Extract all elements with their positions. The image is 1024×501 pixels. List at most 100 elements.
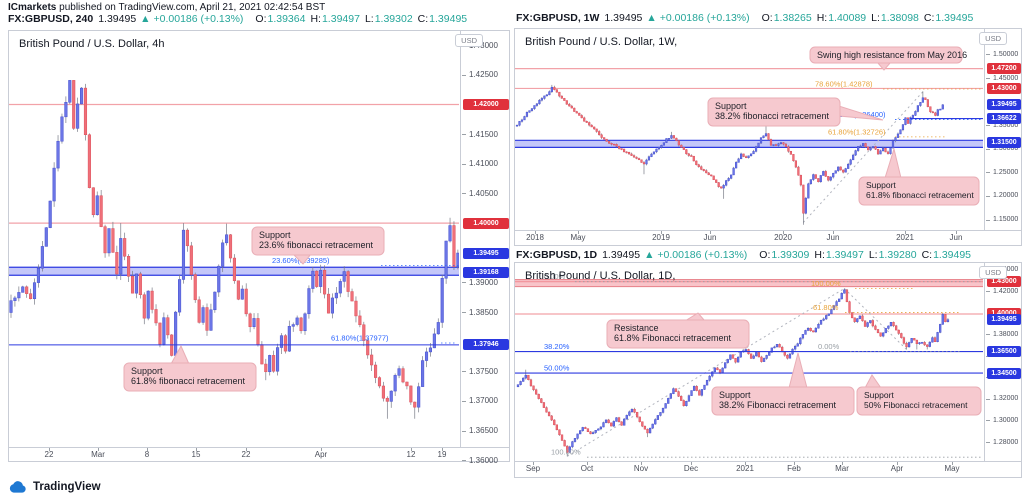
- svg-text:Swing high resistance from May: Swing high resistance from May 2016: [817, 50, 967, 60]
- symbol-interval: FX:GBPUSD, 1W: [516, 12, 600, 24]
- price-label-blue: 1.36500: [987, 346, 1021, 358]
- fib-level-label: 100.00%: [551, 448, 581, 457]
- price-tick: 1.30000: [985, 417, 1018, 424]
- currency-badge[interactable]: USD: [455, 34, 483, 47]
- time-tick-mark: [196, 448, 197, 451]
- price-axis[interactable]: 1.440001.420001.380001.360001.340001.320…: [984, 263, 1022, 461]
- price-tick: 1.45000: [985, 75, 1018, 82]
- chart-plot-area[interactable]: 0.00% 100.00% 61.80% 38.20% 50.00% 0.00% 100.0…: [515, 263, 983, 461]
- last-price: 1.39495: [98, 13, 137, 25]
- support-zone-band[interactable]: [515, 139, 983, 148]
- time-tick: 2021: [736, 464, 754, 473]
- annotation-callout[interactable]: Swing high resistance from May 2016: [809, 46, 967, 71]
- price-label-blue: 1.31500: [987, 137, 1021, 149]
- close-value: 1.39495: [429, 13, 468, 25]
- publish-info: ICmarkets published on TradingView.com, …: [8, 2, 325, 13]
- time-tick: Mar: [91, 450, 105, 459]
- svg-text:Support: Support: [719, 390, 751, 400]
- time-tick-mark: [533, 462, 534, 465]
- price-tick: 1.15000: [985, 216, 1018, 223]
- price-tick: 1.39000: [461, 278, 498, 287]
- time-axis[interactable]: 2018 May 2019 Jun 2020 Jun 2021 Jun: [515, 230, 1021, 245]
- open-value: 1.38265: [773, 12, 812, 24]
- brand-name: TradingView: [33, 481, 101, 493]
- time-tick-mark: [535, 231, 536, 234]
- time-tick-mark: [587, 462, 588, 465]
- tradingview-brand[interactable]: TradingView: [8, 480, 101, 494]
- svg-text:61.8% fibonacci retracement: 61.8% fibonacci retracement: [866, 190, 974, 200]
- chart-legend-4h[interactable]: FX:GBPUSD, 240 1.39495 ▲ +0.00186 (+0.13%)…: [8, 13, 468, 25]
- time-tick: Feb: [787, 464, 801, 473]
- time-tick: Mar: [835, 464, 849, 473]
- time-tick-mark: [641, 462, 642, 465]
- chart-plot-area[interactable]: 78.60%(1.42878)38.20%(1.36400)61.80%(1.3…: [515, 29, 983, 230]
- time-axis[interactable]: Sep Oct Nov Dec 2021 Feb Mar Apr May: [515, 461, 1021, 477]
- time-tick-mark: [897, 462, 898, 465]
- price-label-blue: 1.39168: [463, 266, 509, 278]
- chart-panel-1w[interactable]: British Pound / U.S. Dollar, 1W, USD 78.…: [514, 28, 1022, 246]
- chart-panel-4h[interactable]: British Pound / U.S. Dollar, 4h USD 23.6…: [8, 30, 510, 465]
- open-value: 1.39364: [267, 13, 306, 25]
- time-tick: 2019: [652, 233, 670, 242]
- time-tick: 12: [406, 450, 416, 459]
- fib-level-label: 61.80%: [813, 303, 839, 312]
- price-axis[interactable]: 1.50000 1.45000 1.35000 1.30000 1.25000 1.200…: [984, 29, 1022, 230]
- price-label-blue: 1.37946: [463, 339, 509, 351]
- fib-level-label: 38.20%: [544, 342, 570, 351]
- chart-legend-1d[interactable]: FX:GBPUSD, 1D 1.39495 ▲ +0.00186 (+0.13%) O…: [516, 249, 972, 261]
- price-tick: 1.35000: [985, 122, 1018, 129]
- time-tick-mark: [442, 448, 443, 451]
- time-tick-mark: [783, 231, 784, 234]
- time-tick: 22: [241, 450, 251, 459]
- currency-badge[interactable]: USD: [979, 32, 1007, 45]
- price-tick: 1.38000: [985, 331, 1018, 338]
- chart-title: British Pound / U.S. Dollar, 1D,: [525, 270, 676, 282]
- low-value: 1.39302: [374, 13, 413, 25]
- time-tick: Apr: [890, 464, 904, 473]
- price-tick: 1.36500: [461, 426, 498, 435]
- time-tick-mark: [246, 448, 247, 451]
- price-axis[interactable]: 1.43000 1.42500 1.41500 1.41000 1.40500 1.390…: [460, 31, 510, 465]
- svg-text:38.2% Fibonacci retracement: 38.2% Fibonacci retracement: [719, 400, 837, 410]
- svg-text:Support: Support: [131, 366, 163, 376]
- resistance-zone-band[interactable]: [515, 278, 983, 288]
- time-tick-mark: [321, 448, 322, 451]
- time-tick-mark: [905, 231, 906, 234]
- time-tick: 8: [144, 450, 150, 459]
- candlestick-series: [516, 288, 950, 457]
- svg-text:Support: Support: [259, 230, 291, 240]
- publisher-name: ICmarkets: [8, 2, 57, 13]
- candlestick-series: [515, 84, 944, 225]
- time-tick-mark: [661, 231, 662, 234]
- time-tick: 19: [437, 450, 447, 459]
- time-tick: Sep: [525, 464, 541, 473]
- time-axis[interactable]: 22 Mar 8 15 22 Apr 12 19: [9, 447, 509, 461]
- currency-badge[interactable]: USD: [979, 266, 1007, 279]
- time-tick: Apr: [314, 450, 328, 459]
- fib-trendline: [566, 288, 845, 457]
- time-tick-mark: [691, 462, 692, 465]
- open-value: 1.39309: [771, 249, 810, 261]
- price-tick: 1.20000: [985, 192, 1018, 199]
- time-tick: Nov: [633, 464, 649, 473]
- low-value: 1.39280: [878, 249, 917, 261]
- chart-panel-1d[interactable]: British Pound / U.S. Dollar, 1D, USD 0.0…: [514, 262, 1022, 478]
- fib-level-label: 100.00%: [811, 279, 841, 288]
- chart-legend-1w[interactable]: FX:GBPUSD, 1W 1.39495 ▲ +0.00186 (+0.13%) O…: [516, 12, 974, 24]
- svg-text:Support: Support: [864, 390, 894, 400]
- time-tick-mark: [833, 231, 834, 234]
- svg-text:61.8% fibonacci retracement: 61.8% fibonacci retracement: [131, 376, 246, 386]
- time-tick: Dec: [683, 464, 699, 473]
- time-tick-mark: [956, 231, 957, 234]
- fib-level-label: 0.00%: [544, 272, 566, 281]
- price-tick: 1.38500: [461, 308, 498, 317]
- time-tick-mark: [710, 231, 711, 234]
- chart-plot-area[interactable]: 23.60%(1.39285)61.80%(1.37977)Support23.…: [9, 31, 459, 447]
